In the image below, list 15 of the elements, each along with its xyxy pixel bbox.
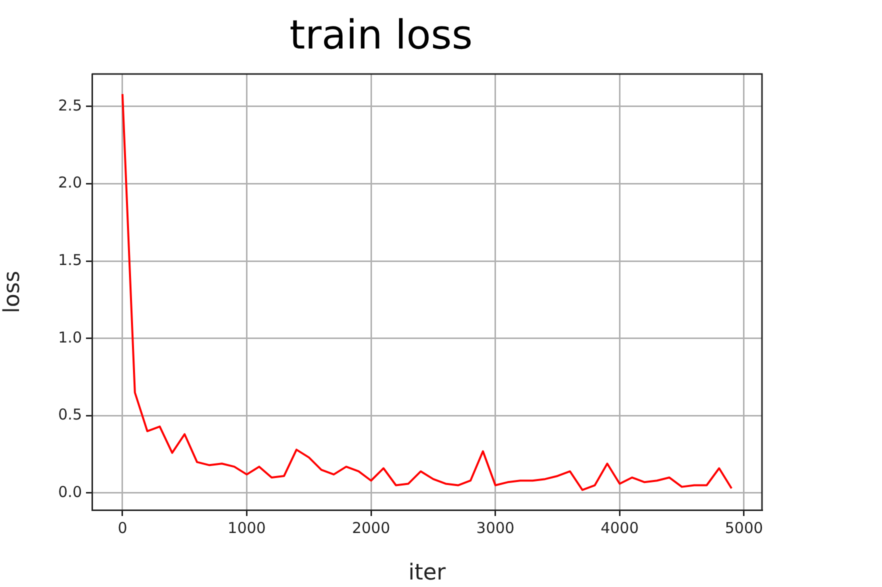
y-tick-label: 0.0 [58, 482, 82, 501]
chart-title: train loss [289, 12, 473, 58]
x-tick-label: 1000 [228, 518, 266, 537]
x-tick-label: 4000 [600, 518, 639, 537]
y-tick-label: 2.0 [58, 174, 82, 192]
x-tick-label: 3000 [476, 518, 514, 537]
x-tick-label: 2000 [352, 518, 390, 537]
y-tick-label: 2.5 [58, 96, 82, 114]
y-tick-label: 0.5 [58, 406, 82, 424]
y-tick-label: 1.0 [58, 328, 82, 346]
x-axis-title: iter [408, 560, 447, 586]
x-tick-label: 5000 [724, 518, 764, 537]
y-axis-title: loss [0, 270, 25, 314]
x-tick-label: 0 [118, 518, 128, 537]
y-tick-label: 1.5 [58, 250, 82, 269]
